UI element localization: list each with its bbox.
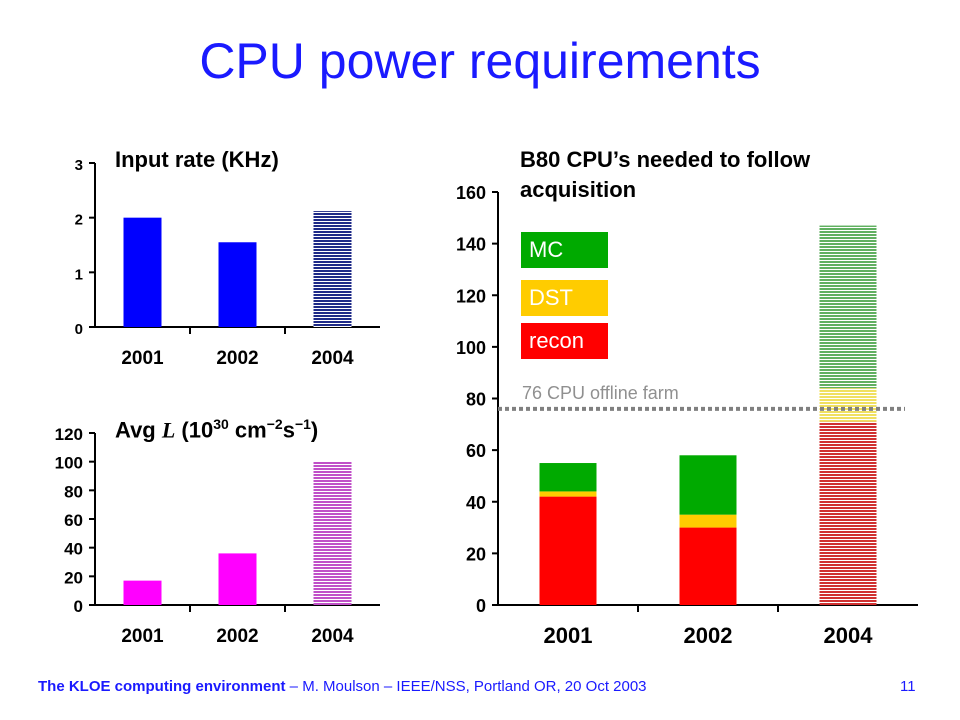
cpu-x-tick-label: 2002 [684,623,733,648]
input-rate-y-tick-label: 1 [75,266,83,283]
input-rate-y-tick-label: 2 [75,212,83,229]
cpu-bar-recon [819,421,877,605]
luminosity-y-tick-label: 0 [74,597,83,616]
luminosity-y-tick-label: 100 [55,454,83,473]
input-rate-x-tick-label: 2001 [121,348,164,369]
cpu-bar-dst [539,491,597,497]
legend-dst: DST [521,280,608,316]
cpu-x-tick-label: 2004 [824,623,874,648]
luminosity-bar [313,461,352,605]
cpu-y-tick-label: 120 [456,286,486,306]
luminosity-y-tick-label: 120 [55,425,83,444]
offline-farm-label: 76 CPU offline farm [522,383,679,403]
luminosity-y-tick-label: 20 [64,568,83,587]
lumi-title-mid: cm [228,417,267,443]
input-rate-bar [123,217,162,327]
luminosity-x-tick-label: 2002 [216,626,258,647]
input-rate-bar [313,211,352,327]
input-rate-chart: 0 1 2 3 2001 2002 2004 [75,157,380,369]
lumi-title-exp1: 30 [213,416,229,432]
slide-title: CPU power requirements [199,33,761,89]
luminosity-chart-title: Avg L (1030 cm−2s−1) [115,409,318,445]
lumi-title-exp3: −1 [294,416,311,432]
input-rate-x-tick-label: 2004 [311,348,354,369]
lumi-title-prefix: Avg [115,417,162,443]
input-rate-bar [218,242,257,327]
lumi-title-symbol: L [161,417,176,443]
lumi-title-open: (10 [175,417,214,443]
legend-mc: MC [521,232,608,268]
luminosity-bar [123,580,162,605]
cpu-y-tick-label: 20 [466,544,486,564]
cpu-bar-mc [819,225,877,389]
input-rate-y-tick-label: 0 [75,321,83,338]
luminosity-y-tick-label: 80 [64,482,83,501]
cpu-y-tick-label: 160 [456,183,486,203]
lumi-title-exp2: −2 [266,416,283,432]
cpu-y-tick-label: 140 [456,235,486,255]
input-rate-chart-title: Input rate (KHz) [115,147,279,172]
cpu-chart-title: B80 CPU’s needed to follow acquisition [520,147,811,202]
cpu-y-tick-label: 60 [466,441,486,461]
cpu-y-tick-label: 40 [466,493,486,513]
footer-rest: – M. Moulson – IEEE/NSS, Portland OR, 20… [285,678,647,695]
cpu-bar-recon [679,527,737,605]
luminosity-y-tick-label: 40 [64,540,83,559]
lumi-title-s: s [282,417,295,443]
cpu-x-tick-label: 2001 [544,623,593,648]
cpu-y-tick-label: 80 [466,390,486,410]
footer-bold: The KLOE computing environment [38,678,286,695]
luminosity-bar [218,553,257,605]
cpu-y-tick-label: 100 [456,338,486,358]
luminosity-x-tick-label: 2001 [121,626,164,647]
input-rate-x-tick-label: 2002 [216,348,258,369]
cpu-bar-mc [539,463,597,492]
cpu-bar-recon [539,496,597,605]
page-number: 11 [900,678,916,695]
legend-recon: recon [521,323,608,359]
footer: The KLOE computing environment – M. Moul… [38,678,647,695]
input-rate-y-tick-label: 3 [75,157,83,174]
luminosity-y-tick-label: 60 [64,511,83,530]
cpu-bar-dst [819,388,877,422]
cpu-bar-mc [679,455,737,515]
lumi-title-close: ) [310,417,319,443]
cpu-bar-dst [679,514,737,528]
luminosity-x-tick-label: 2004 [311,626,354,647]
luminosity-chart: 0 20 40 60 80 100 120 2001 2002 2004 [55,425,380,647]
cpu-y-tick-label: 0 [476,596,486,616]
cpu-chart: 0 20 40 60 80 100 120 140 160 2001 2002 2004 76 CPU … [456,183,918,648]
